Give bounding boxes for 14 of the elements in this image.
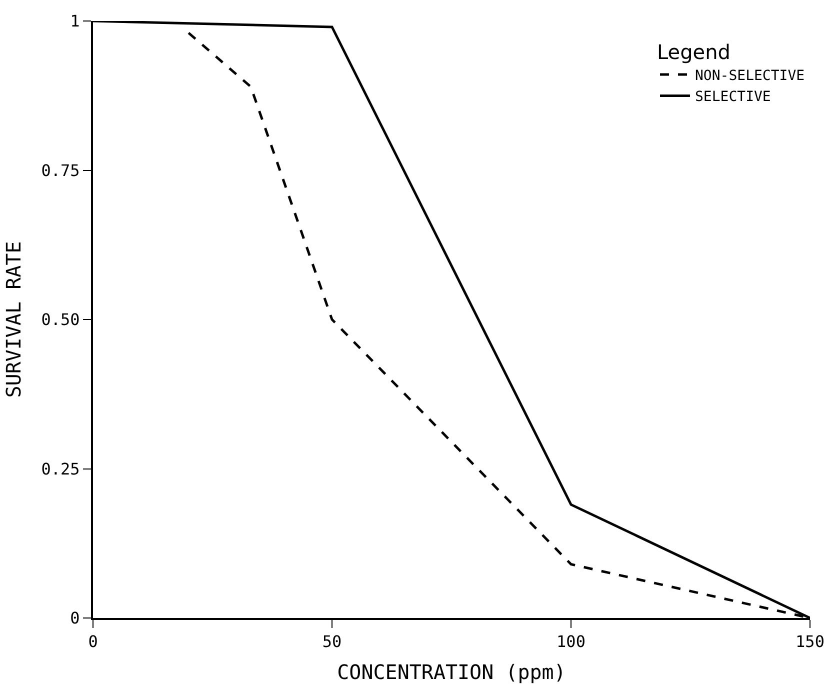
x-tick-label: 50 — [322, 632, 342, 652]
legend-label: NON-SELECTIVE — [695, 68, 805, 84]
x-tick-label: 100 — [556, 632, 586, 652]
y-axis-title: SURVIVAL RATE — [1, 241, 26, 398]
legend-label: SELECTIVE — [695, 89, 771, 106]
y-tick-label: 0.50 — [41, 310, 80, 330]
x-tick-label: 150 — [796, 632, 824, 652]
x-axis-title: CONCENTRATION (ppm) — [337, 660, 566, 684]
y-tick-label: 0.25 — [41, 459, 80, 478]
x-tick-label: 0 — [88, 632, 98, 652]
y-tick-label: 1 — [70, 12, 80, 31]
y-tick-label: 0.75 — [41, 160, 80, 180]
legend-title: Legend — [657, 40, 730, 64]
y-tick-label: 0 — [70, 608, 80, 628]
